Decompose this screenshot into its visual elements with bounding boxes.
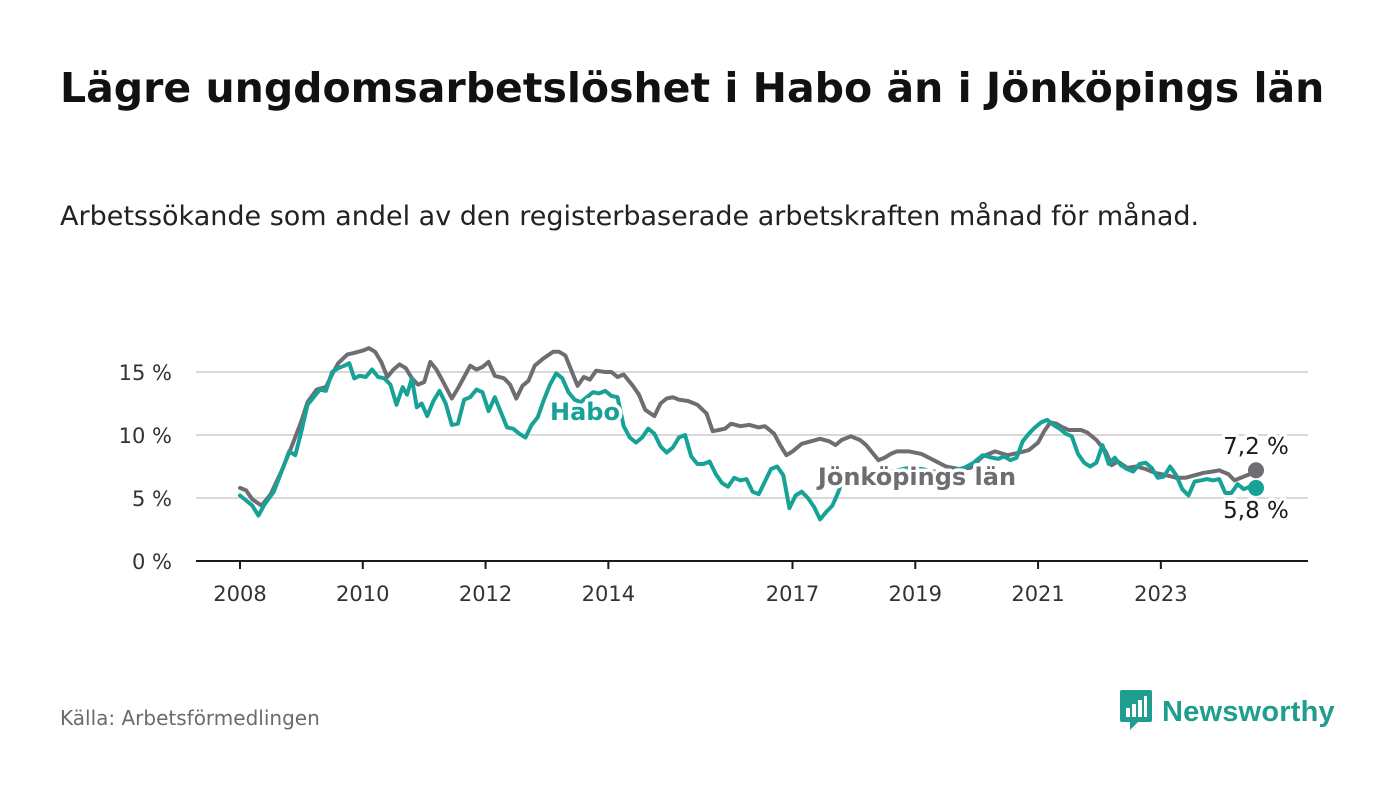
habo-end-dot bbox=[1248, 479, 1264, 496]
x-axis bbox=[196, 560, 1308, 569]
habo-end-value: 5,8 % bbox=[1223, 498, 1289, 524]
series-labels: Habo Jönköpings län 7,2 % 5,8 % bbox=[547, 395, 1293, 528]
brand-logo[interactable]: Newsworthy bbox=[1118, 688, 1335, 736]
series-lines bbox=[238, 346, 1264, 522]
jonkopings-lan-series-label: Jönköpings län bbox=[816, 463, 1016, 491]
brand-name: Newsworthy bbox=[1162, 695, 1335, 728]
bar-chart-speech-bubble-icon bbox=[1118, 688, 1154, 736]
x-axis-ticks: 2008 2010 2012 2014 2017 2019 2021 2023 bbox=[213, 582, 1187, 606]
jonkopings-lan-end-dot bbox=[1248, 462, 1264, 479]
jonkopings-lan-line bbox=[238, 346, 1258, 508]
y-tick-label: 10 % bbox=[119, 424, 172, 448]
y-tick-label: 15 % bbox=[119, 361, 172, 385]
habo-series-label: Habo bbox=[550, 398, 620, 426]
x-tick-label: 2012 bbox=[459, 582, 512, 606]
x-tick-label: 2008 bbox=[213, 582, 266, 606]
chart-subtitle: Arbetssökande som andel av den registerb… bbox=[60, 201, 1200, 232]
y-axis-ticks: 0 % 5 % 10 % 15 % bbox=[119, 361, 172, 574]
jonkopings-lan-end-value: 7,2 % bbox=[1223, 434, 1289, 460]
x-tick-label: 2014 bbox=[582, 582, 635, 606]
x-tick-label: 2010 bbox=[336, 582, 389, 606]
x-tick-label: 2021 bbox=[1011, 582, 1064, 606]
x-tick-label: 2017 bbox=[766, 582, 819, 606]
source-note: Källa: Arbetsförmedlingen bbox=[60, 706, 320, 730]
x-tick-label: 2023 bbox=[1134, 582, 1187, 606]
y-tick-label: 0 % bbox=[132, 550, 172, 574]
x-tick-label: 2019 bbox=[889, 582, 942, 606]
gridlines bbox=[196, 371, 1308, 499]
y-tick-label: 5 % bbox=[132, 487, 172, 511]
chart-title: Lägre ungdomsarbetslöshet i Habo än i Jö… bbox=[60, 64, 1325, 112]
habo-line bbox=[238, 361, 1258, 522]
